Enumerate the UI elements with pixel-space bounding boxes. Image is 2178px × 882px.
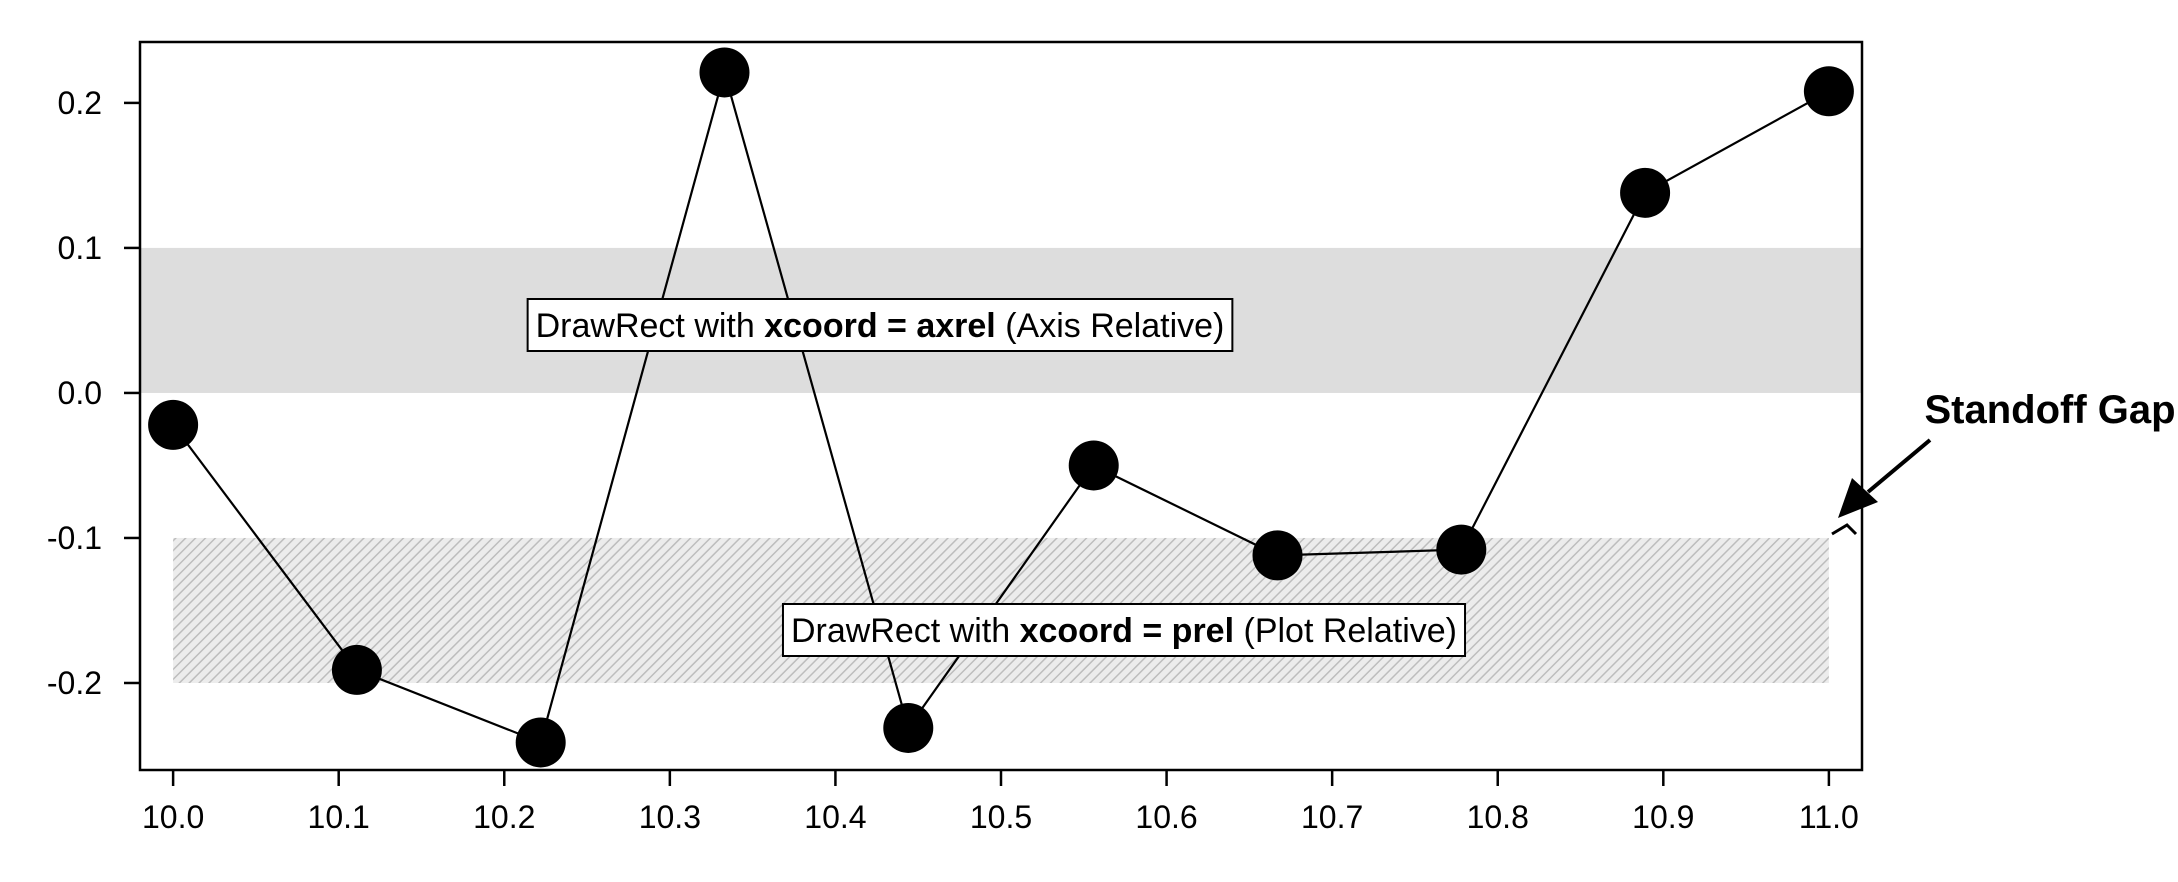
data-point	[331, 644, 382, 695]
series-layer	[172, 68, 1830, 744]
standoff-gap-arrow-shaft	[1866, 438, 1932, 494]
annotations-layer: DrawRect with xcoord = axrel (Axis Relat…	[526, 298, 2176, 657]
prel-band-label-box	[781, 603, 1467, 657]
standoff-gap-marker	[1831, 523, 1858, 536]
prel-band-label: DrawRect with xcoord = prel (Plot Relati…	[781, 603, 1467, 657]
data-point	[883, 702, 934, 753]
y-tick-label: 0.0	[58, 375, 102, 411]
label-bold: xcoord = prel	[1020, 612, 1234, 650]
standoff-gap-label: Standoff Gap	[1924, 388, 2175, 432]
x-tick-label: 10.6	[1135, 799, 1197, 835]
y-tick-label: 0.2	[58, 85, 102, 121]
label-suffix: (Axis Relative)	[996, 307, 1225, 345]
data-point	[1436, 524, 1487, 575]
data-point	[1252, 530, 1303, 581]
x-tick-label: 10.8	[1467, 799, 1529, 835]
data-point	[699, 47, 750, 98]
y-tick-label: -0.1	[47, 520, 102, 556]
data-point	[1620, 167, 1671, 218]
axrel-band-label: DrawRect with xcoord = axrel (Axis Relat…	[526, 298, 1234, 352]
axrel-band-label-text: DrawRect with xcoord = axrel (Axis Relat…	[536, 307, 1225, 345]
data-point	[1803, 66, 1854, 117]
label-prefix: DrawRect with	[536, 307, 765, 345]
axrel-band-label-box	[526, 298, 1234, 352]
axes-layer: 10.0 10.1 10.2 10.3 10.4 10.5 10.6 10.7 10.8 10.9…	[47, 85, 1859, 835]
y-tick-label: 0.1	[58, 230, 102, 266]
data-point	[515, 717, 566, 768]
y-tick-label: -0.2	[47, 665, 102, 701]
x-tick-label: 11.0	[1799, 799, 1859, 835]
label-prefix: DrawRect with	[791, 612, 1020, 650]
x-tick-label: 10.9	[1632, 799, 1694, 835]
standoff-gap-arrow-head	[1838, 478, 1878, 518]
x-tick-label: 10.3	[639, 799, 701, 835]
x-tick-label: 10.5	[970, 799, 1032, 835]
x-tick-label: 10.4	[804, 799, 866, 835]
x-tick-label: 10.0	[142, 799, 204, 835]
series-line	[172, 68, 1830, 744]
label-suffix: (Plot Relative)	[1234, 612, 1457, 650]
data-point	[1068, 440, 1119, 491]
markers-layer	[148, 47, 1854, 768]
prel-band-label-text: DrawRect with xcoord = prel (Plot Relati…	[791, 612, 1457, 650]
x-tick-label: 10.1	[308, 799, 370, 835]
x-tick-label: 10.2	[473, 799, 535, 835]
label-bold: xcoord = axrel	[764, 307, 996, 345]
x-tick-label: 10.7	[1301, 799, 1363, 835]
data-point	[148, 399, 199, 450]
